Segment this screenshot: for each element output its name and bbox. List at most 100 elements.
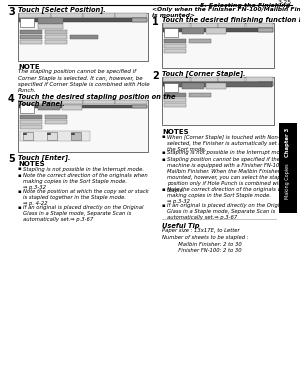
- Text: 5. Selecting the Finishing: 5. Selecting the Finishing: [200, 3, 290, 9]
- Bar: [190, 77, 218, 81]
- Text: NOTES: NOTES: [18, 161, 45, 167]
- Bar: [62, 104, 82, 110]
- Bar: [20, 115, 42, 119]
- Bar: [258, 28, 273, 31]
- Bar: [115, 100, 146, 104]
- Bar: [47, 132, 57, 140]
- Bar: [38, 18, 63, 24]
- Text: ▪: ▪: [162, 157, 166, 162]
- Bar: [71, 132, 81, 140]
- Bar: [164, 28, 178, 36]
- Bar: [218, 23, 245, 28]
- Bar: [182, 83, 204, 88]
- Text: 3: 3: [8, 7, 15, 17]
- Text: ▪: ▪: [162, 151, 166, 156]
- Bar: [206, 83, 226, 88]
- Text: If an original is placed directly on the Original
Glass in a Staple mode, Separa: If an original is placed directly on the…: [23, 204, 143, 222]
- Text: When [Corner Staple] is touched with Non-Sort
selected, the Finisher is automati: When [Corner Staple] is touched with Non…: [167, 135, 290, 152]
- Bar: [164, 92, 186, 97]
- Bar: [279, 123, 297, 213]
- Bar: [132, 104, 147, 108]
- Bar: [20, 120, 42, 124]
- Bar: [20, 104, 34, 113]
- Bar: [45, 35, 67, 38]
- Text: Touch the desired finishing function key.: Touch the desired finishing function key…: [162, 17, 300, 23]
- Text: 5: 5: [8, 154, 15, 165]
- Bar: [206, 28, 226, 33]
- Bar: [164, 48, 186, 52]
- Bar: [245, 77, 272, 81]
- Bar: [164, 38, 186, 43]
- Text: <Only when the Finisher FN-100/Mailbin Finisher
is mounted>: <Only when the Finisher FN-100/Mailbin F…: [152, 7, 300, 18]
- Bar: [132, 18, 147, 21]
- Bar: [20, 35, 42, 38]
- Bar: [163, 77, 190, 81]
- Text: ▪: ▪: [18, 189, 22, 194]
- Text: Touch [Select Position].: Touch [Select Position].: [18, 7, 106, 14]
- Bar: [83, 13, 115, 17]
- Text: ▪: ▪: [162, 203, 166, 208]
- Text: Stapling position cannot be specified if the
machine is equipped with a Finisher: Stapling position cannot be specified if…: [167, 157, 290, 193]
- Text: 2: 2: [152, 71, 159, 81]
- Bar: [164, 102, 186, 106]
- Bar: [218, 77, 245, 81]
- Text: Paper size : 13x17E, to Letter
Number of sheets to be stapled :
          Mailbi: Paper size : 13x17E, to Letter Number of…: [162, 228, 248, 253]
- Bar: [190, 23, 218, 28]
- Bar: [20, 125, 42, 129]
- Text: Stapling is not possible in the Interrupt mode.: Stapling is not possible in the Interrup…: [167, 151, 288, 156]
- Text: Making Copies: Making Copies: [286, 163, 290, 199]
- Bar: [45, 115, 67, 119]
- Bar: [18, 99, 148, 151]
- Text: 3-25: 3-25: [278, 0, 292, 5]
- Bar: [162, 77, 274, 125]
- Text: If an original is placed directly on the Original
Glass in a Staple mode, Separa: If an original is placed directly on the…: [167, 203, 287, 220]
- Bar: [51, 100, 83, 104]
- Text: Touch the desired stapling position on the
Touch Panel.: Touch the desired stapling position on t…: [18, 94, 175, 107]
- Bar: [164, 97, 186, 102]
- Bar: [189, 38, 211, 43]
- Text: 1: 1: [152, 17, 159, 27]
- Text: ▪: ▪: [162, 187, 166, 192]
- Bar: [163, 23, 190, 28]
- Bar: [51, 13, 83, 17]
- Bar: [70, 35, 98, 38]
- Text: NOTE: NOTE: [18, 64, 40, 70]
- Text: ▪: ▪: [18, 173, 22, 178]
- Text: NOTES: NOTES: [162, 129, 189, 135]
- Bar: [245, 23, 272, 28]
- Text: Touch [Enter].: Touch [Enter].: [18, 154, 70, 161]
- Bar: [164, 81, 272, 87]
- Bar: [83, 100, 115, 104]
- Bar: [38, 104, 60, 110]
- Bar: [115, 13, 146, 17]
- Text: The stapling position cannot be specified if
Corner Staple is selected. It can, : The stapling position cannot be specifie…: [18, 69, 150, 93]
- Text: ▪: ▪: [18, 166, 22, 171]
- Bar: [258, 82, 273, 85]
- Bar: [189, 92, 211, 97]
- Text: ▪: ▪: [162, 135, 166, 140]
- Bar: [164, 43, 186, 47]
- Text: Note the position at which the copy set or stack
is stapled together in the Stap: Note the position at which the copy set …: [23, 189, 149, 206]
- Text: 4: 4: [8, 94, 15, 104]
- Bar: [19, 13, 50, 17]
- Bar: [164, 83, 178, 92]
- Bar: [19, 18, 147, 21]
- Bar: [45, 40, 67, 43]
- Text: Useful Tip: Useful Tip: [162, 223, 200, 229]
- Bar: [162, 23, 274, 68]
- Bar: [20, 17, 34, 26]
- Text: Stapling is not possible in the Interrupt mode.: Stapling is not possible in the Interrup…: [23, 166, 144, 171]
- Bar: [18, 13, 148, 61]
- Text: Note the correct direction of the originals when
making copies in the Sort Stapl: Note the correct direction of the origin…: [167, 187, 292, 204]
- Bar: [20, 40, 42, 43]
- Bar: [19, 104, 147, 108]
- Bar: [19, 100, 50, 104]
- Bar: [182, 28, 204, 33]
- Bar: [38, 24, 63, 28]
- Bar: [163, 28, 273, 31]
- Bar: [20, 131, 90, 141]
- Text: Note the correct direction of the originals when
making copies in the Sort Stapl: Note the correct direction of the origin…: [23, 173, 148, 190]
- Bar: [20, 29, 42, 33]
- Bar: [23, 132, 33, 140]
- Bar: [163, 82, 273, 85]
